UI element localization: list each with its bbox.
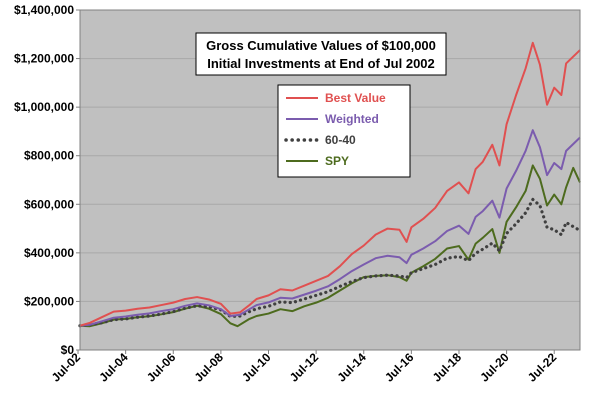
chart-title-line-1: Gross Cumulative Values of $100,000 (206, 38, 436, 53)
x-tick-label: Jul-12 (287, 350, 322, 385)
x-tick-label: Jul-20 (477, 350, 512, 385)
y-tick-label: $400,000 (24, 246, 74, 260)
x-tick-label: Jul-14 (334, 350, 369, 385)
y-tick-label: $600,000 (24, 197, 74, 211)
x-tick-label: Jul-10 (239, 350, 274, 385)
y-axis: $0 $200,000 $400,000 $600,000 $800,000 $1,000… (14, 3, 80, 357)
legend: Best Value Weighted 60-40 SPY (277, 84, 411, 178)
legend-label: 60-40 (325, 133, 356, 147)
x-tick-label: Jul-22 (525, 350, 560, 385)
y-tick-label: $1,200,000 (14, 52, 74, 66)
y-tick-label: $800,000 (24, 149, 74, 163)
y-tick-label: $200,000 (24, 294, 74, 308)
series-line-best-value (79, 41, 581, 327)
x-tick-label: Jul-16 (382, 350, 417, 385)
x-tick-label: Jul-04 (96, 350, 131, 385)
x-tick-label: Jul-18 (430, 350, 465, 385)
series-line-60-40 (78, 197, 582, 328)
series-line-spy (79, 164, 581, 328)
y-tick-label: $0 (61, 343, 75, 357)
chart-title-box: Gross Cumulative Values of $100,000 Init… (195, 32, 447, 76)
x-tick-label: Jul-06 (144, 350, 179, 385)
series-layer (78, 41, 582, 328)
chart-title-line-2: Initial Investments at End of Jul 2002 (207, 56, 435, 71)
x-axis: Jul-02 Jul-04 Jul-06 Jul-08 Jul-10 Jul-12 Jul-… (49, 350, 560, 385)
legend-label: Best Value (325, 91, 386, 105)
legend-label: SPY (325, 154, 349, 168)
y-tick-label: $1,400,000 (14, 3, 74, 17)
y-tick-label: $1,000,000 (14, 100, 74, 114)
legend-label: Weighted (325, 112, 379, 126)
x-tick-label: Jul-08 (192, 350, 227, 385)
plot-border (79, 9, 581, 351)
series-line-weighted (79, 129, 581, 327)
